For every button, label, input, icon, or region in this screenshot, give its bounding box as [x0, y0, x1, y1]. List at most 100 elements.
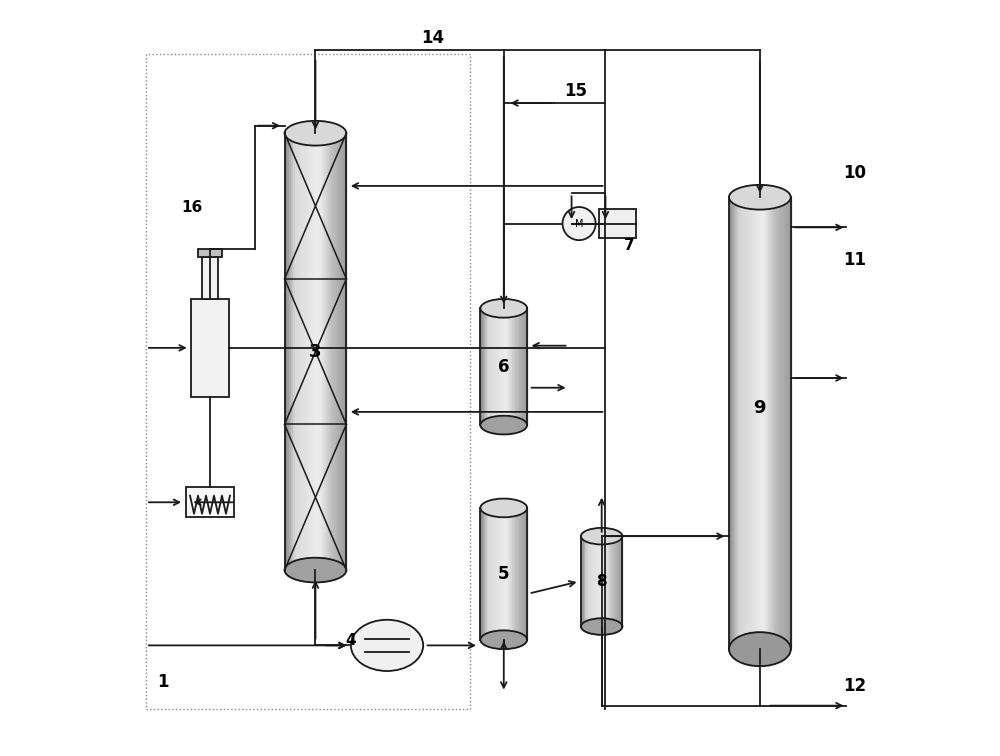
- Bar: [770, 197, 772, 649]
- Bar: [582, 536, 584, 627]
- Bar: [322, 133, 324, 570]
- Bar: [766, 197, 768, 649]
- Bar: [518, 508, 519, 640]
- Bar: [524, 308, 526, 425]
- Ellipse shape: [285, 558, 346, 582]
- Bar: [519, 308, 521, 425]
- Bar: [484, 308, 485, 425]
- Bar: [494, 308, 496, 425]
- Bar: [490, 308, 491, 425]
- Bar: [202, 258, 218, 299]
- Bar: [610, 536, 611, 627]
- Bar: [295, 133, 297, 570]
- Bar: [599, 536, 600, 627]
- Bar: [501, 508, 502, 640]
- Bar: [776, 197, 778, 649]
- Bar: [510, 308, 512, 425]
- Bar: [591, 536, 592, 627]
- Ellipse shape: [480, 499, 527, 517]
- Bar: [735, 197, 737, 649]
- Bar: [593, 536, 595, 627]
- Bar: [516, 508, 518, 640]
- Bar: [508, 308, 510, 425]
- Bar: [309, 133, 311, 570]
- Bar: [756, 197, 758, 649]
- Bar: [598, 536, 599, 627]
- Bar: [617, 536, 618, 627]
- Bar: [318, 133, 320, 570]
- Bar: [493, 508, 494, 640]
- Bar: [504, 308, 505, 425]
- Bar: [758, 197, 760, 649]
- Bar: [326, 133, 328, 570]
- Bar: [480, 508, 482, 640]
- Bar: [512, 308, 513, 425]
- Bar: [494, 508, 496, 640]
- Bar: [488, 308, 490, 425]
- Bar: [505, 308, 507, 425]
- Bar: [186, 487, 234, 517]
- Bar: [526, 308, 527, 425]
- Bar: [328, 133, 330, 570]
- Bar: [521, 508, 522, 640]
- Bar: [480, 308, 482, 425]
- Bar: [606, 536, 607, 627]
- Ellipse shape: [480, 631, 527, 649]
- Bar: [499, 308, 501, 425]
- Bar: [599, 209, 636, 238]
- Text: 14: 14: [421, 29, 444, 47]
- Bar: [499, 508, 501, 640]
- Bar: [332, 133, 334, 570]
- Bar: [513, 308, 515, 425]
- Bar: [789, 197, 791, 649]
- Ellipse shape: [581, 618, 622, 635]
- Ellipse shape: [729, 632, 791, 666]
- Text: 5: 5: [498, 565, 510, 583]
- Bar: [739, 197, 741, 649]
- Bar: [191, 299, 229, 397]
- Bar: [613, 536, 614, 627]
- Bar: [516, 308, 518, 425]
- Bar: [508, 508, 510, 640]
- Bar: [496, 508, 498, 640]
- Bar: [585, 536, 586, 627]
- Bar: [305, 133, 307, 570]
- Bar: [336, 133, 338, 570]
- Ellipse shape: [480, 416, 527, 435]
- Bar: [502, 308, 504, 425]
- Bar: [774, 197, 776, 649]
- Bar: [297, 133, 299, 570]
- Bar: [501, 308, 502, 425]
- Bar: [595, 536, 596, 627]
- Bar: [484, 508, 485, 640]
- Bar: [289, 133, 291, 570]
- Bar: [291, 133, 293, 570]
- Bar: [330, 133, 332, 570]
- Bar: [745, 197, 748, 649]
- Bar: [764, 197, 766, 649]
- Bar: [748, 197, 750, 649]
- Bar: [342, 133, 344, 570]
- Text: 15: 15: [564, 82, 587, 100]
- Bar: [487, 508, 488, 640]
- Bar: [621, 536, 622, 627]
- Bar: [581, 536, 582, 627]
- Text: 8: 8: [596, 574, 607, 589]
- Text: 10: 10: [843, 164, 866, 182]
- Bar: [338, 133, 340, 570]
- Ellipse shape: [480, 299, 527, 318]
- Bar: [785, 197, 787, 649]
- Bar: [737, 197, 739, 649]
- Circle shape: [563, 207, 596, 240]
- Bar: [611, 536, 613, 627]
- Bar: [607, 536, 609, 627]
- Bar: [750, 197, 752, 649]
- Bar: [504, 508, 505, 640]
- Bar: [507, 308, 508, 425]
- Text: 9: 9: [754, 399, 766, 417]
- Bar: [498, 308, 499, 425]
- Bar: [596, 536, 598, 627]
- Bar: [505, 508, 507, 640]
- Bar: [488, 508, 490, 640]
- Bar: [299, 133, 301, 570]
